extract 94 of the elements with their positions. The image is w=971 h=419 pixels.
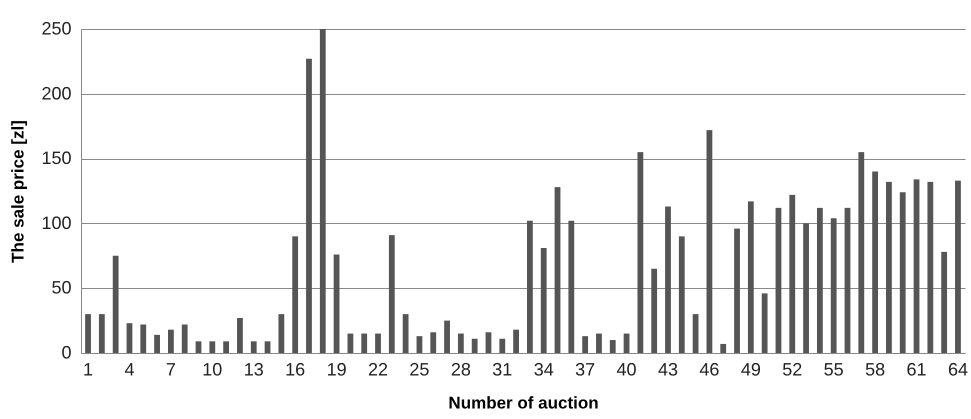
- y-tick-label: 200: [41, 83, 72, 104]
- x-tick-label: 10: [202, 360, 222, 380]
- bar: [513, 330, 519, 353]
- bar: [914, 179, 920, 353]
- y-tick-label: 250: [41, 18, 72, 38]
- x-tick-label: 22: [368, 360, 388, 380]
- x-tick-label: 61: [906, 360, 927, 380]
- bar: [568, 220, 574, 353]
- bar: [858, 152, 864, 353]
- bar: [844, 208, 850, 353]
- x-tick-label: 1: [83, 360, 94, 380]
- x-tick-label: 28: [450, 360, 471, 380]
- x-tick-label: 49: [740, 360, 761, 380]
- bar: [306, 58, 312, 353]
- bar: [610, 340, 616, 353]
- bar: [637, 152, 644, 353]
- bar: [900, 192, 906, 353]
- bar: [416, 336, 422, 353]
- bar: [209, 341, 216, 353]
- x-tick-label: 25: [409, 360, 430, 380]
- bar: [140, 324, 146, 353]
- bar: [748, 201, 754, 353]
- x-tick-label: 46: [699, 360, 720, 380]
- bar: [182, 324, 188, 353]
- bar: [223, 341, 230, 353]
- bar: [554, 187, 560, 353]
- bar: [803, 223, 809, 353]
- x-tick-label: 13: [244, 360, 264, 380]
- bar: [789, 194, 796, 353]
- bar: [886, 182, 892, 353]
- y-axis-title: The sale price [zl]: [8, 120, 28, 263]
- bar: [430, 332, 436, 353]
- y-tick-label: 50: [51, 278, 72, 298]
- x-tick-label: 4: [124, 360, 134, 380]
- bar: [472, 338, 478, 353]
- bar: [665, 206, 671, 353]
- x-tick-label: 52: [782, 360, 802, 380]
- bar: [237, 318, 243, 353]
- bar: [361, 334, 368, 353]
- y-tick-label: 150: [41, 148, 72, 168]
- bar: [375, 334, 381, 353]
- x-tick-label: 64: [948, 360, 968, 380]
- bar: [154, 334, 160, 353]
- bar: [98, 314, 105, 353]
- bar: [196, 341, 202, 353]
- bar: [692, 314, 698, 353]
- bar: [624, 334, 630, 353]
- x-tick-label: 43: [658, 360, 678, 380]
- y-tick-label: 100: [41, 212, 72, 233]
- bar: [334, 254, 340, 353]
- bar: [168, 330, 174, 353]
- bar: [250, 341, 257, 353]
- y-tick-label: 0: [61, 342, 72, 362]
- bar: [278, 314, 284, 353]
- bar: [320, 29, 326, 353]
- bar: [955, 180, 961, 353]
- bar: [85, 314, 91, 353]
- bar: [816, 208, 823, 353]
- bar: [486, 332, 492, 353]
- bar: [678, 236, 685, 353]
- bar: [941, 252, 948, 353]
- bar: [927, 182, 934, 353]
- x-tick-label: 55: [824, 360, 844, 380]
- bar: [776, 208, 782, 353]
- x-tick-label: 34: [534, 360, 554, 380]
- bar: [444, 320, 450, 353]
- x-tick-label: 16: [285, 360, 306, 380]
- bar: [596, 334, 602, 353]
- bar: [582, 336, 588, 353]
- bar: [112, 256, 119, 353]
- bar: [706, 130, 712, 353]
- x-tick-label: 58: [865, 360, 886, 380]
- x-tick-label: 7: [166, 360, 176, 380]
- bar: [734, 228, 740, 353]
- x-axis-title: Number of auction: [448, 394, 599, 412]
- bar: [651, 268, 658, 353]
- x-tick-label: 19: [326, 360, 347, 380]
- x-tick-label: 37: [575, 360, 596, 380]
- bar: [762, 293, 768, 353]
- x-tick-label: 31: [492, 360, 512, 380]
- bar: [527, 220, 533, 353]
- bar: [292, 236, 298, 353]
- bar: [720, 344, 726, 353]
- bar: [499, 338, 506, 353]
- bar: [388, 235, 395, 353]
- bar: [126, 323, 132, 353]
- bar: [402, 314, 409, 353]
- bar: [830, 218, 837, 353]
- bar: [872, 172, 878, 353]
- bar: [540, 248, 547, 353]
- bar: [458, 334, 464, 353]
- bar: [264, 341, 270, 353]
- x-tick-label: 40: [616, 360, 637, 380]
- bar: [348, 334, 354, 353]
